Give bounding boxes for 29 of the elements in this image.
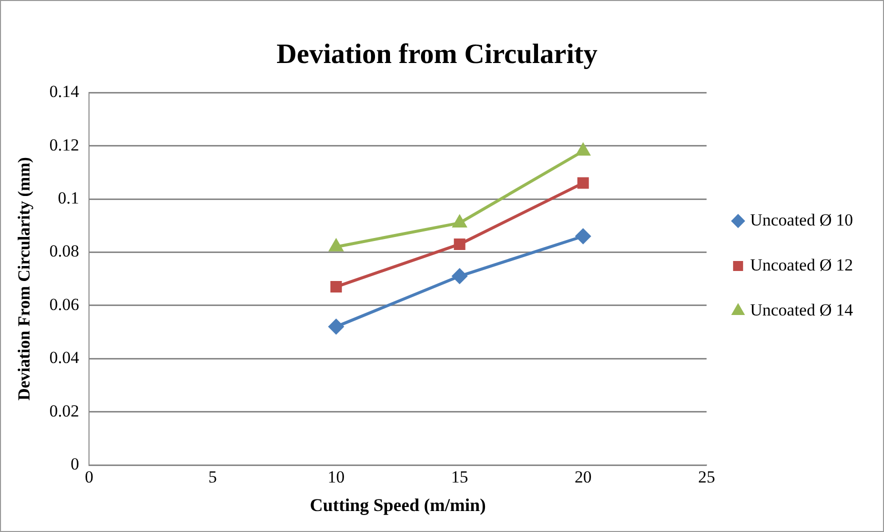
x-tick-label: 0	[84, 468, 94, 487]
point	[330, 281, 342, 293]
y-tick-label: 0.04	[49, 348, 80, 368]
x-tick-label: 10	[328, 468, 345, 487]
point	[577, 177, 589, 189]
y-tick-label: 0.08	[49, 242, 80, 261]
x-tick-label: 5	[208, 468, 217, 487]
y-tick-label: 0.14	[49, 82, 80, 102]
x-tick-label: 25	[698, 468, 716, 487]
y-tick-label: 0.06	[49, 294, 80, 314]
point	[329, 239, 343, 252]
legend-label: Uncoated Ø 12	[750, 255, 854, 274]
point	[454, 238, 466, 250]
point	[576, 228, 591, 244]
y-axis-title: Deviation From Circularity (mm)	[14, 157, 34, 401]
point	[328, 319, 344, 334]
x-tick-label: 15	[451, 468, 468, 487]
point	[452, 268, 468, 284]
x-tick-label: 20	[574, 468, 592, 487]
chart-title: Deviation from Circularity	[276, 39, 598, 70]
y-tick-label: 0.02	[49, 401, 80, 420]
y-tick-label: 0.1	[58, 188, 80, 208]
legend-label: Uncoated Ø 14	[750, 300, 854, 320]
legend-label: Uncoated Ø 10	[750, 210, 854, 230]
y-tick-label: 0	[70, 454, 80, 474]
point	[452, 215, 466, 228]
y-tick-label: 0.12	[49, 135, 80, 154]
point	[576, 144, 590, 156]
x-axis-title: Cutting Speed (m/min)	[310, 494, 486, 515]
